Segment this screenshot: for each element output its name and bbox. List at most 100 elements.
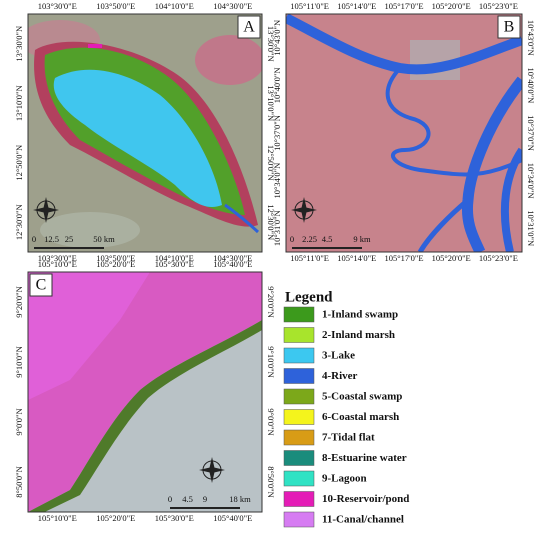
scale-label: 0: [290, 234, 294, 244]
panel-letter-box: [497, 15, 521, 39]
latitude-label: 10°31'0"N: [272, 210, 282, 246]
legend-swatch: [283, 450, 315, 466]
latitude-label: 10°34'0"N: [526, 163, 536, 199]
legend-label: 8-Estuarine water: [322, 452, 407, 464]
panel-letter: C: [36, 277, 47, 294]
longitude-label: 105°40'0"E: [213, 259, 252, 269]
latitude-label: 9°0'0"N: [14, 408, 24, 435]
latitude-label: 9°20'0"N: [14, 286, 24, 318]
scale-label: 18 km: [229, 494, 251, 504]
scale-label: 50 km: [93, 234, 115, 244]
longitude-label: 105°17'0"E: [384, 1, 423, 11]
longitude-label: 105°20'0"E: [96, 259, 135, 269]
compass-star: [291, 197, 317, 223]
map-c: [28, 272, 262, 512]
longitude-label: 105°14'0"E: [337, 253, 376, 263]
longitude-label: 103°30'0"E: [38, 253, 77, 263]
latitude-label: 10°40'0"N: [272, 68, 282, 104]
legend-label: 7-Tidal flat: [322, 432, 375, 444]
scale-label: 25: [65, 234, 74, 244]
legend-label: 1-Inland swamp: [322, 309, 398, 321]
latitude-label: 8°50'0"N: [14, 466, 24, 498]
longitude-label: 105°10'0"E: [38, 259, 77, 269]
longitude-label: 103°50'0"E: [96, 1, 135, 11]
latitude-label: 12°30'0"N: [266, 204, 276, 240]
longitude-label: 105°40'0"E: [213, 513, 252, 523]
latitude-label: 10°37'0"N: [526, 115, 536, 151]
latitude-label: 13°10'0"N: [14, 85, 24, 121]
longitude-label: 105°14'0"E: [337, 1, 376, 11]
legend-swatch: [283, 511, 315, 528]
longitude-label: 105°20'0"E: [432, 1, 471, 11]
longitude-label: 103°50'0"E: [96, 253, 135, 263]
latitude-label: 12°30'0"N: [14, 204, 24, 240]
panel-letter-box: [29, 273, 53, 297]
latitude-label: 9°20'0"N: [266, 286, 276, 318]
longitude-label: 105°30'0"E: [155, 259, 194, 269]
longitude-label: 104°30'0"E: [213, 1, 252, 11]
legend-title: Legend: [285, 289, 333, 305]
longitude-label: 105°30'0"E: [155, 513, 194, 523]
panel-frame: [27, 271, 263, 513]
map-a: [28, 14, 262, 252]
legend-swatch: [283, 491, 315, 507]
legend-label: 6-Coastal marsh: [322, 411, 399, 423]
panel-frame: [285, 13, 523, 253]
legend-swatch: [283, 470, 315, 487]
legend-swatch: [283, 327, 315, 343]
legend-label: 9-Lagoon: [322, 473, 367, 485]
legend-swatch: [283, 368, 315, 384]
latitude-label: 13°30'0"N: [266, 26, 276, 62]
longitude-label: 105°11'0"E: [290, 253, 329, 263]
legend-label: 4-River: [322, 370, 358, 382]
latitude-label: 9°10'0"N: [14, 346, 24, 378]
legend-label: 3-Lake: [322, 350, 355, 362]
longitude-label: 105°17'0"E: [384, 253, 423, 263]
latitude-label: 13°10'0"N: [266, 85, 276, 121]
scale-label: 4.5: [322, 234, 333, 244]
latitude-label: 9°0'0"N: [266, 408, 276, 435]
legend-swatch: [283, 409, 315, 425]
legend-label: 5-Coastal swamp: [322, 391, 402, 403]
legend-swatch: [283, 429, 315, 446]
scale-label: 4.5: [182, 494, 193, 504]
latitude-label: 12°50'0"N: [266, 145, 276, 181]
legend-swatch: [283, 388, 315, 405]
legend-swatch: [283, 306, 315, 323]
latitude-label: 8°50'0"N: [266, 466, 276, 498]
map-b: [286, 14, 522, 252]
scale-label: 9: [203, 494, 207, 504]
scale-label: 2.25: [302, 234, 317, 244]
longitude-label: 104°10'0"E: [155, 253, 194, 263]
longitude-label: 104°10'0"E: [155, 1, 194, 11]
latitude-label: 12°50'0"N: [14, 145, 24, 181]
scale-label: 0: [168, 494, 172, 504]
longitude-label: 104°30'0"E: [213, 253, 252, 263]
latitude-label: 10°37'0"N: [272, 115, 282, 151]
longitude-label: 105°23'0"E: [479, 253, 518, 263]
latitude-label: 10°34'0"N: [272, 163, 282, 199]
legend-box: [276, 284, 542, 540]
legend-swatch: [283, 347, 315, 364]
latitude-label: 10°43'0"N: [272, 20, 282, 56]
latitude-label: 10°31'0"N: [526, 210, 536, 246]
panel-letter: A: [243, 19, 255, 36]
legend-label: 11-Canal/channel: [322, 514, 404, 526]
panel-letter: B: [504, 19, 515, 36]
legend-label: 10-Reservoir/pond: [322, 493, 409, 505]
latitude-label: 10°43'0"N: [526, 20, 536, 56]
panel-frame: [27, 13, 263, 253]
panel-letter-box: [237, 15, 261, 39]
compass-star: [33, 197, 59, 223]
latitude-label: 13°30'0"N: [14, 26, 24, 62]
compass-star: [199, 457, 225, 483]
latitude-label: 10°40'0"N: [526, 68, 536, 104]
scale-label: 0: [32, 234, 36, 244]
longitude-label: 105°20'0"E: [432, 253, 471, 263]
longitude-label: 105°11'0"E: [290, 1, 329, 11]
latitude-label: 9°10'0"N: [266, 346, 276, 378]
scale-label: 9 km: [353, 234, 371, 244]
longitude-label: 105°23'0"E: [479, 1, 518, 11]
longitude-label: 105°10'0"E: [38, 513, 77, 523]
